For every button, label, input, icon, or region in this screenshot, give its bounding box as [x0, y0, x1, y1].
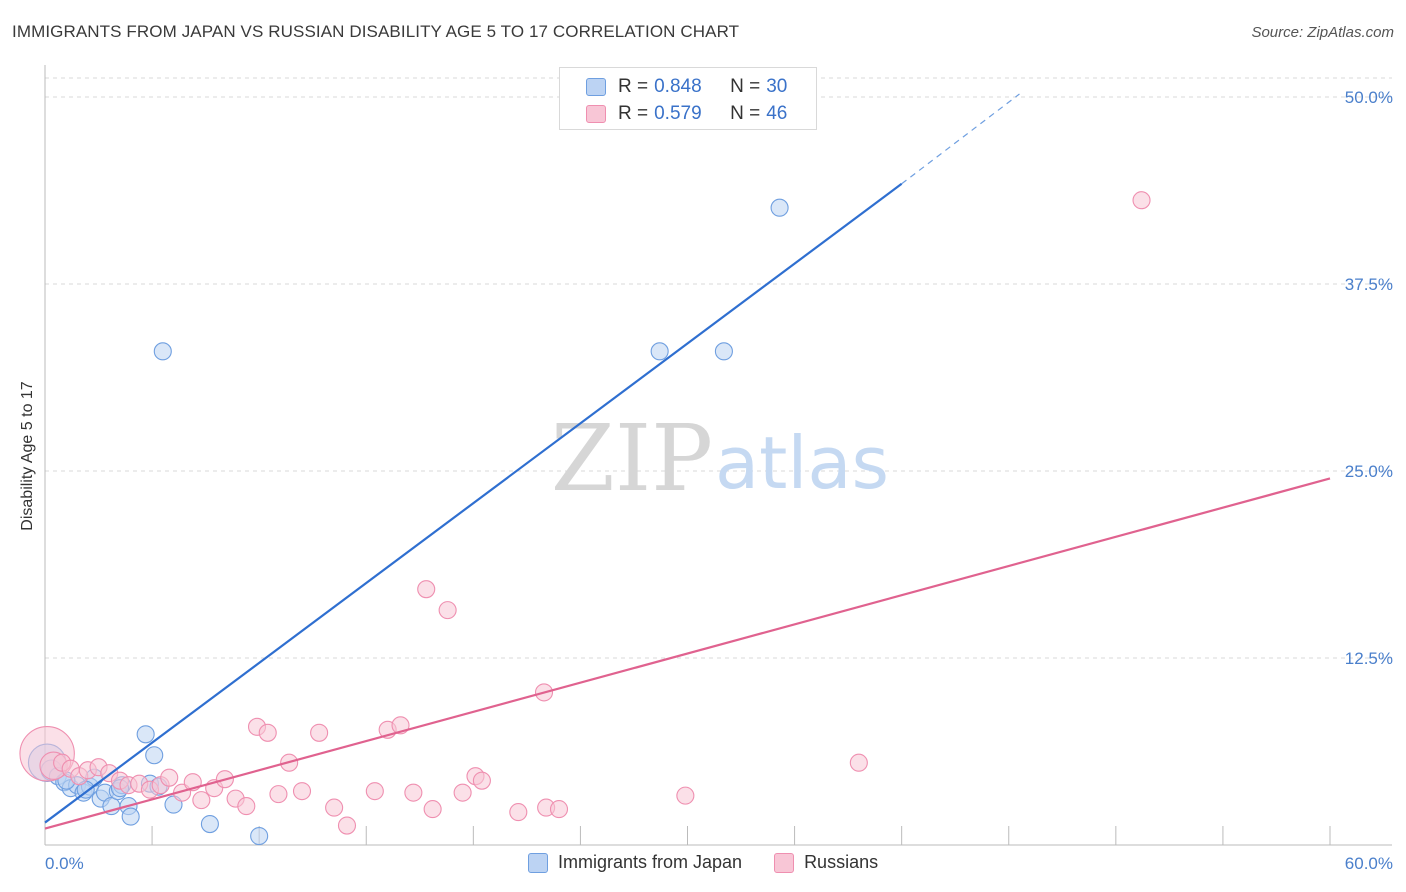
- russians-point: [453, 783, 472, 802]
- n-label: N =: [730, 76, 761, 97]
- legend-label-russians: Russians: [804, 852, 879, 872]
- n-value-russians: 46: [766, 103, 788, 124]
- japan-point: [250, 826, 269, 846]
- russians-point: [237, 797, 256, 816]
- trend-lines: [44, 93, 1331, 830]
- source-credit: Source: ZipAtlas.com: [1251, 24, 1394, 41]
- zipatlas-watermark: ZIP atlas: [551, 405, 889, 512]
- japan-point: [136, 725, 155, 744]
- russians-point: [438, 601, 457, 620]
- chart-title: IMMIGRANTS FROM JAPAN VS RUSSIAN DISABIL…: [12, 22, 740, 41]
- russians-point: [1132, 191, 1151, 210]
- y-tick-label: 50.0%: [1345, 88, 1393, 107]
- japan-point: [153, 342, 172, 361]
- series-legend: Immigrants from Japan Russians: [528, 852, 910, 873]
- russians-point: [509, 803, 528, 822]
- japan-point: [145, 746, 164, 765]
- russians-point: [325, 798, 344, 817]
- japan-point: [200, 815, 219, 834]
- gridlines: [45, 77, 1392, 659]
- legend-swatch-japan: [586, 78, 606, 96]
- legend-swatch-russians: [586, 105, 606, 123]
- japan-trend-extension: [901, 93, 1020, 185]
- japan-point: [121, 807, 140, 826]
- russians-point: [365, 782, 384, 801]
- russians-point: [337, 816, 357, 835]
- r-value-japan: 0.848: [654, 76, 702, 97]
- y-tick-label: 37.5%: [1345, 275, 1393, 294]
- russians-point: [423, 800, 442, 819]
- legend-swatch-japan: [528, 852, 548, 873]
- tick-labels: 12.5% 25.0% 37.5% 50.0% 0.0% 60.0%: [45, 88, 1393, 873]
- x-tick-label: 60.0%: [1345, 854, 1393, 873]
- legend-swatch-russians: [774, 852, 795, 873]
- legend-label-japan: Immigrants from Japan: [558, 852, 743, 872]
- russians-point: [676, 786, 695, 805]
- russians-point: [849, 753, 868, 772]
- russians-trend-line: [44, 477, 1331, 830]
- russians-point: [269, 785, 288, 804]
- n-label: N =: [730, 103, 761, 124]
- data-points: [19, 191, 1151, 846]
- axes: [44, 65, 1392, 846]
- russians-point: [160, 768, 179, 787]
- y-tick-label: 25.0%: [1345, 462, 1393, 481]
- russians-point: [404, 783, 423, 802]
- russians-point: [472, 771, 491, 790]
- russians-point: [549, 800, 569, 819]
- legend-row-russians: R = 0.579 N = 46: [586, 101, 787, 127]
- russians-point: [258, 723, 277, 742]
- russians-point: [192, 791, 211, 810]
- x-tick-label: 0.0%: [45, 854, 84, 873]
- watermark-atlas-text: atlas: [715, 421, 889, 505]
- correlation-legend: R = 0.848 N = 30 R = 0.579 N = 46: [559, 67, 817, 130]
- japan-point: [770, 198, 789, 217]
- russians-point: [310, 723, 329, 742]
- japan-point: [714, 342, 733, 361]
- legend-item-japan[interactable]: Immigrants from Japan: [528, 852, 742, 873]
- legend-row-japan: R = 0.848 N = 30: [586, 74, 787, 100]
- russians-point: [292, 782, 312, 801]
- watermark-zip-text: ZIP: [551, 405, 713, 512]
- y-tick-label: 12.5%: [1345, 649, 1393, 668]
- legend-item-russians[interactable]: Russians: [774, 852, 878, 873]
- n-value-japan: 30: [766, 76, 788, 97]
- japan-trend-line: [44, 182, 903, 824]
- r-label: R =: [618, 103, 649, 124]
- r-label: R =: [618, 76, 649, 97]
- japan-point: [650, 342, 669, 361]
- r-value-russians: 0.579: [654, 103, 702, 124]
- russians-point: [417, 580, 436, 599]
